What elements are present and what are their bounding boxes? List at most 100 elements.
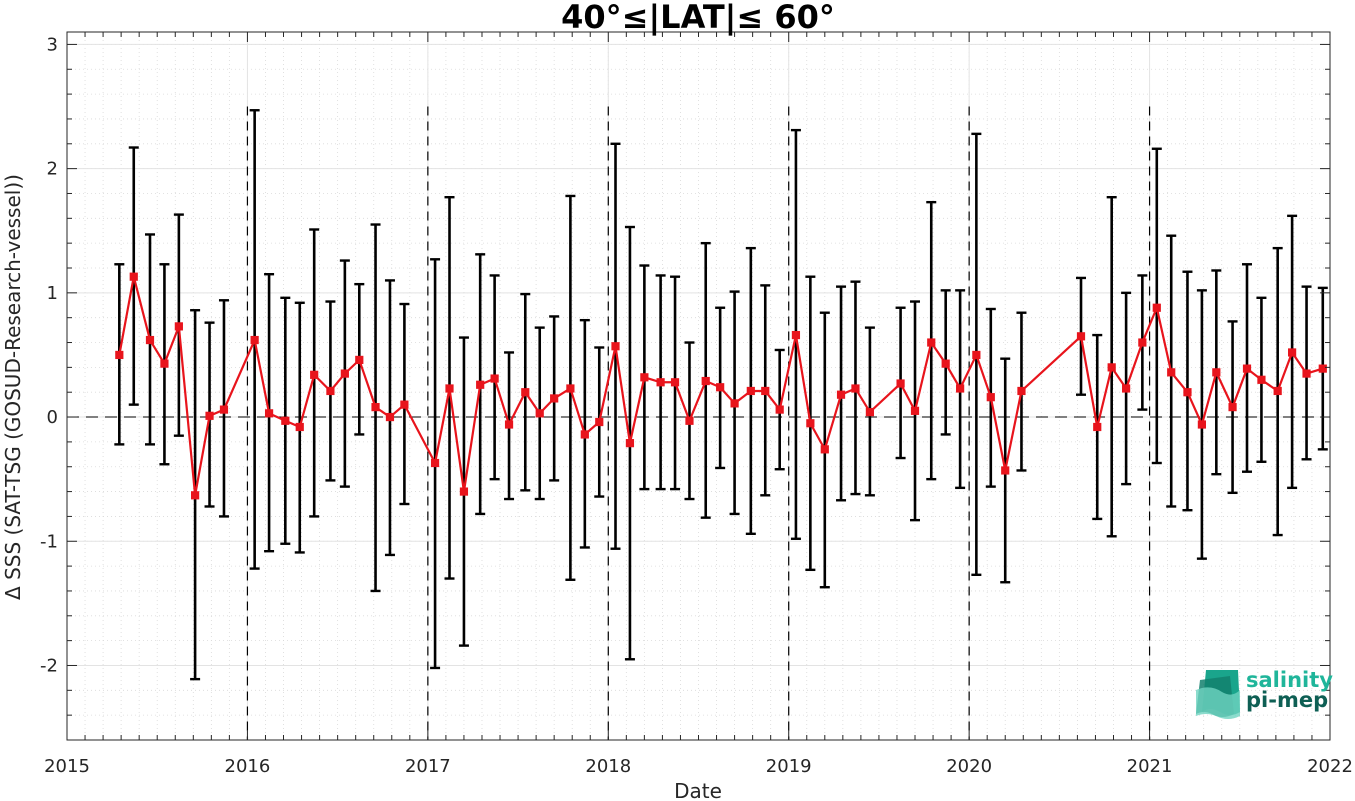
data-point — [791, 330, 801, 340]
axis-ticks — [66, 32, 1331, 741]
axes-box — [66, 31, 1331, 741]
y-tick-label: -1 — [40, 531, 58, 552]
data-point — [1183, 388, 1192, 397]
data-point — [400, 400, 409, 409]
data-point — [250, 335, 259, 345]
data-point — [851, 384, 860, 393]
x-tick-label: 2019 — [766, 756, 812, 777]
data-point — [1302, 369, 1311, 378]
data-point — [295, 422, 304, 432]
data-point — [1288, 348, 1297, 357]
x-axis-label: Date — [674, 779, 722, 801]
data-point — [611, 342, 620, 351]
data-point — [685, 416, 694, 425]
data-point — [910, 406, 920, 415]
data-point — [1001, 466, 1010, 475]
data-point — [1076, 332, 1086, 341]
data-point — [1152, 303, 1161, 312]
data-point — [504, 420, 514, 429]
salinity-pi-mep-logo: salinity pi-mep — [1196, 668, 1333, 719]
data-point — [566, 384, 575, 393]
y-tick-labels: -2 -1 0 1 2 3 — [40, 34, 58, 676]
data-point — [310, 370, 319, 379]
data-point — [972, 350, 981, 360]
data-point — [775, 405, 784, 414]
data-point — [656, 378, 665, 387]
y-tick-label: 2 — [47, 159, 58, 180]
major-grid — [66, 32, 1331, 740]
data-point — [535, 409, 544, 418]
data-point — [595, 417, 604, 427]
x-tick-label: 2016 — [225, 756, 271, 777]
data-point — [115, 350, 124, 360]
data-point — [1093, 422, 1102, 432]
data-point — [385, 412, 395, 422]
data-point — [1107, 363, 1116, 372]
data-point — [1257, 375, 1266, 384]
data-point — [956, 384, 965, 393]
data-point — [670, 378, 680, 387]
data-point — [430, 458, 440, 468]
logo-line-1: salinity — [1246, 668, 1333, 692]
markers — [115, 272, 1327, 500]
data-point — [1212, 368, 1221, 377]
data-point — [459, 487, 469, 496]
data-point — [625, 439, 635, 448]
data-point — [580, 430, 589, 439]
data-point — [174, 322, 183, 331]
data-point — [941, 359, 950, 368]
data-point — [1138, 338, 1147, 347]
data-point — [1318, 364, 1327, 373]
data-point — [986, 393, 995, 402]
data-point — [160, 359, 169, 368]
data-point — [476, 380, 485, 389]
data-point — [490, 374, 499, 383]
data-point — [1017, 386, 1026, 396]
chart-title: 40°≤|LAT|≤ 60° — [561, 0, 835, 37]
data-point — [191, 491, 200, 500]
data-point — [264, 409, 274, 418]
data-point — [1228, 403, 1237, 412]
data-point — [1273, 386, 1282, 396]
data-point — [550, 394, 559, 403]
data-point — [129, 272, 138, 281]
data-point — [730, 399, 739, 408]
data-point — [521, 388, 530, 397]
data-point — [1242, 364, 1252, 373]
data-point — [820, 445, 829, 454]
data-point — [1122, 384, 1131, 393]
data-point — [1167, 368, 1176, 377]
data-point — [896, 379, 905, 388]
minor-grid — [66, 32, 1331, 741]
data-point — [355, 355, 364, 365]
data-point — [281, 416, 290, 425]
y-tick-label: 1 — [47, 283, 58, 304]
x-tick-label: 2020 — [946, 756, 992, 777]
x-tick-label: 2021 — [1127, 756, 1173, 777]
data-point — [445, 384, 454, 393]
data-point — [145, 335, 155, 345]
data-point — [640, 373, 649, 382]
data-point — [865, 407, 875, 417]
x-tick-labels: 2015 2016 2017 2018 2019 2020 2021 2022 — [44, 756, 1353, 777]
y-tick-label: 0 — [47, 407, 58, 428]
x-tick-label: 2022 — [1307, 756, 1353, 777]
data-point — [716, 383, 725, 392]
data-point — [326, 386, 335, 396]
year-separators — [246, 106, 1151, 740]
data-point — [836, 390, 846, 399]
x-tick-label: 2018 — [585, 756, 631, 777]
data-point — [701, 376, 710, 386]
wave-icon — [1196, 670, 1240, 719]
data-point — [340, 369, 349, 378]
data-point — [371, 403, 380, 412]
y-axis-label: Δ SSS (SAT-TSG (GOSUD-Research-vessel)) — [1, 174, 25, 600]
logo-line-2: pi-mep — [1246, 688, 1328, 712]
y-tick-label: 3 — [47, 34, 58, 55]
data-point — [746, 386, 755, 396]
x-tick-label: 2015 — [44, 756, 90, 777]
data-point — [761, 386, 770, 396]
data-point — [1197, 420, 1206, 429]
data-point — [205, 411, 214, 420]
